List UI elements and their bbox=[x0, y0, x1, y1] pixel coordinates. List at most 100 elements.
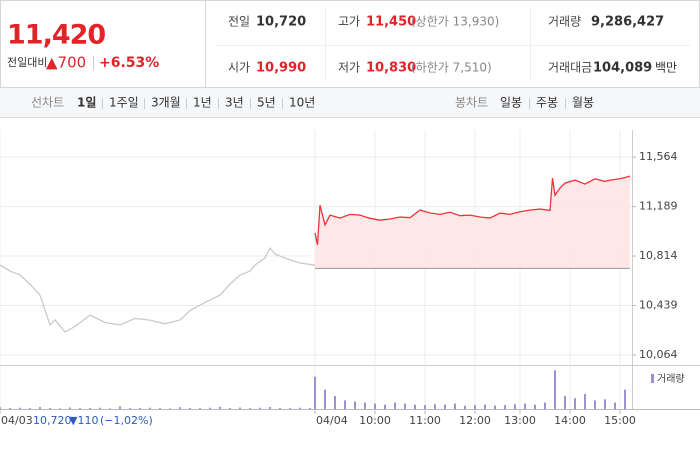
volume-bar bbox=[209, 407, 211, 409]
info-label: 전일 bbox=[228, 15, 250, 29]
info-value: 10,990 bbox=[256, 61, 306, 76]
volume-bar bbox=[444, 404, 446, 409]
volume-bar bbox=[454, 403, 456, 409]
volume-bar bbox=[229, 407, 231, 409]
volume-bar bbox=[584, 393, 586, 409]
y-tick-label: 11,189 bbox=[639, 200, 678, 213]
change: ▲700 bbox=[46, 54, 86, 72]
change-label: 전일대비 bbox=[7, 55, 47, 69]
volume-bar bbox=[29, 408, 31, 409]
header-box bbox=[0, 0, 700, 88]
volume-bar bbox=[309, 407, 311, 409]
tab[interactable]: 월봉 bbox=[572, 96, 594, 110]
volume-bar bbox=[354, 401, 356, 409]
volume-bar bbox=[494, 405, 496, 409]
x-tick-label: 14:00 bbox=[554, 414, 586, 427]
volume-bar bbox=[269, 407, 271, 409]
x-tick-label: 04/03 bbox=[1, 414, 33, 427]
volume-bar bbox=[624, 389, 626, 409]
volume-bar bbox=[414, 404, 416, 409]
volume-bar bbox=[504, 405, 506, 409]
volume-bar bbox=[364, 402, 366, 409]
tab[interactable]: 1주일 bbox=[109, 96, 139, 110]
volume-bar bbox=[324, 389, 326, 409]
x-tick-label: 04/04 bbox=[316, 414, 348, 427]
volume-bar bbox=[19, 407, 21, 409]
chart: 11,564 11,189 10,814 10,439 10,064 04/03 04/04… bbox=[0, 130, 700, 427]
volume-bar bbox=[239, 407, 241, 409]
tab[interactable]: 1일 bbox=[77, 96, 96, 110]
volume-bar bbox=[564, 396, 566, 409]
tab[interactable]: 5년 bbox=[257, 96, 276, 110]
volume-bar bbox=[39, 407, 41, 409]
tab[interactable]: 일봉 bbox=[500, 96, 522, 110]
volume-bar bbox=[299, 407, 301, 409]
tab[interactable]: 3년 bbox=[225, 96, 244, 110]
info-unit: 백만 bbox=[655, 61, 677, 75]
volume-bar bbox=[484, 404, 486, 409]
current-price: 11,420 bbox=[7, 20, 105, 51]
info-note: (하한가 7,510) bbox=[411, 61, 492, 75]
volume-bar bbox=[334, 396, 336, 409]
y-tick-label: 10,814 bbox=[639, 249, 678, 262]
volume-bar bbox=[9, 407, 11, 409]
tab[interactable]: 3개월 bbox=[151, 96, 181, 110]
line bbox=[0, 246, 316, 333]
volume-bar bbox=[614, 402, 616, 409]
volume-bar bbox=[374, 403, 376, 409]
volume-bar bbox=[464, 405, 466, 409]
tabs: 1일 1주일 3개월 1년 3년 5년 10년 일봉 주봉 월봉 bbox=[77, 96, 594, 110]
volume-bar bbox=[554, 370, 556, 409]
volume-bar bbox=[524, 403, 526, 409]
volume-bar bbox=[99, 407, 101, 409]
volume-bar bbox=[69, 407, 71, 409]
volume-bar bbox=[149, 407, 151, 409]
x-tick-label: 13:00 bbox=[504, 414, 536, 427]
volume-bar bbox=[249, 408, 251, 409]
volume-bar bbox=[279, 407, 281, 409]
x-tick-label: 12:00 bbox=[459, 414, 491, 427]
volume-bar bbox=[109, 408, 111, 409]
tab-group-label: 봉차트 bbox=[455, 96, 488, 110]
x-tick-label: 11:00 bbox=[409, 414, 441, 427]
volume-bar bbox=[189, 407, 191, 409]
volume-bar bbox=[394, 402, 396, 409]
line bbox=[314, 175, 631, 245]
info-value: 9,286,427 bbox=[591, 15, 664, 30]
info-value: 10,720 bbox=[256, 15, 306, 30]
volume-bar bbox=[179, 407, 181, 409]
volume-bar bbox=[314, 376, 316, 409]
volume-bar bbox=[159, 408, 161, 409]
volume-bar bbox=[219, 406, 221, 409]
info-label: 거래량 bbox=[548, 15, 581, 29]
tab[interactable]: 1년 bbox=[193, 96, 212, 110]
volume-bar bbox=[259, 407, 261, 409]
volume-bar bbox=[534, 404, 536, 409]
volume-bar bbox=[604, 399, 606, 409]
y-tick-label: 10,439 bbox=[639, 298, 678, 311]
volume-bar bbox=[49, 407, 51, 409]
tab-group-label: 선차트 bbox=[31, 96, 64, 110]
prev-close: 10,720 bbox=[33, 414, 72, 427]
y-tick-label: 11,564 bbox=[639, 150, 678, 163]
legend-swatch bbox=[651, 374, 654, 383]
volume-bar bbox=[404, 403, 406, 409]
volume-bar bbox=[594, 400, 596, 409]
info-label: 시가 bbox=[228, 61, 250, 75]
info-label: 저가 bbox=[338, 61, 360, 75]
volume-bar bbox=[59, 408, 61, 409]
tab-bar bbox=[0, 88, 700, 118]
x-tick-label: 15:00 bbox=[604, 414, 636, 427]
volume-bar bbox=[0, 407, 1, 409]
volume-bar bbox=[574, 398, 576, 409]
volume-bar bbox=[434, 404, 436, 409]
tab[interactable]: 주봉 bbox=[536, 96, 558, 110]
volume-bar bbox=[139, 407, 141, 409]
volume-bar bbox=[169, 408, 171, 409]
volume-bar bbox=[79, 408, 81, 409]
volume-bar bbox=[514, 404, 516, 409]
volume-bar bbox=[199, 408, 201, 409]
tab[interactable]: 10년 bbox=[289, 96, 315, 110]
volume-bar bbox=[289, 408, 291, 409]
